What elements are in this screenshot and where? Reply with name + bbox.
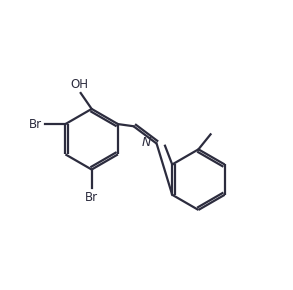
Text: N: N xyxy=(142,136,151,148)
Text: Br: Br xyxy=(85,191,98,204)
Text: OH: OH xyxy=(70,78,88,91)
Text: Br: Br xyxy=(29,117,42,130)
